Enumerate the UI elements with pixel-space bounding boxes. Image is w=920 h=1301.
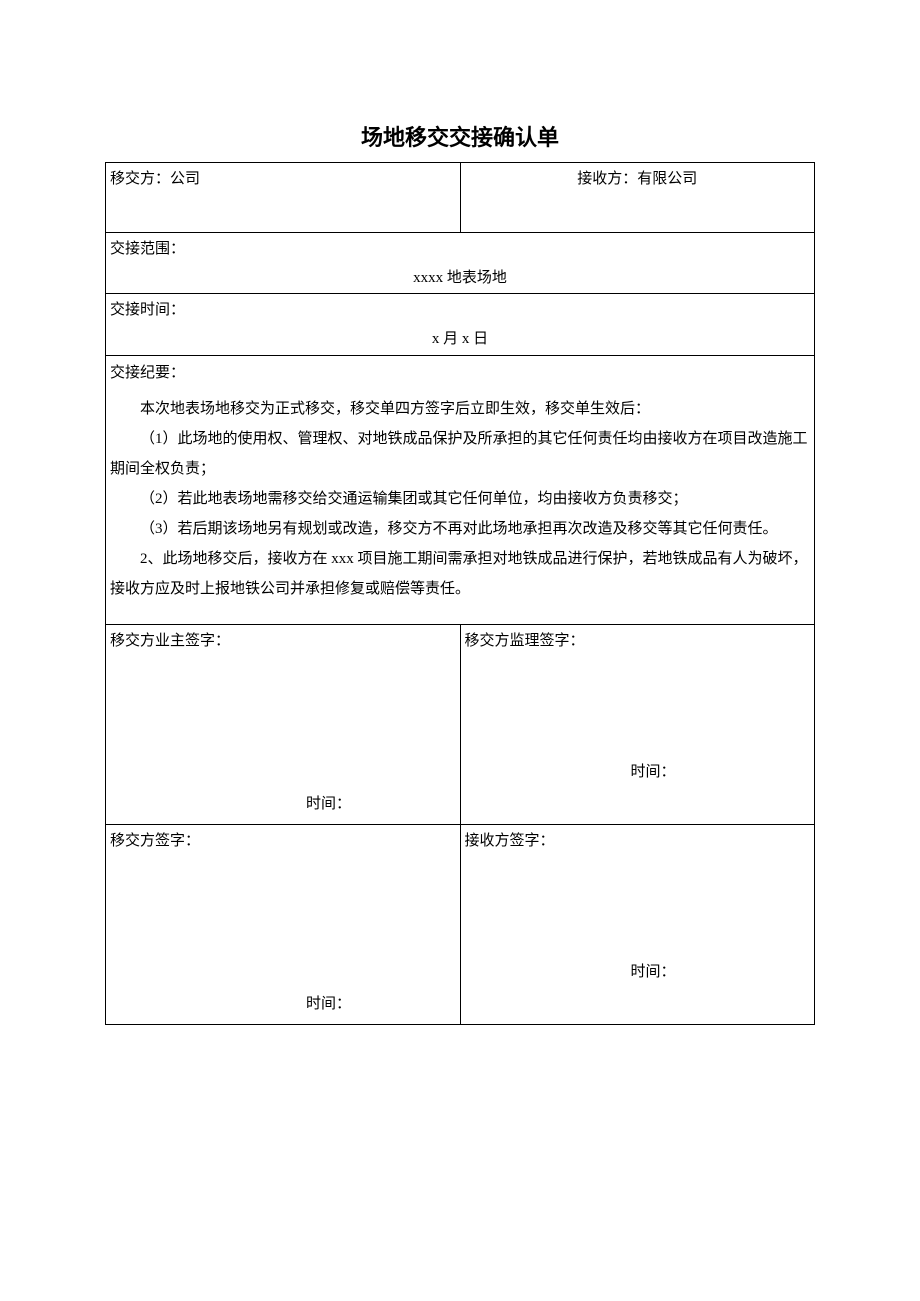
transferor-party-text: 移交方：公司: [110, 171, 200, 187]
time-cell: 交接时间： x 月 x 日: [106, 294, 815, 356]
minutes-p2: （1）此场地的使用权、管理权、对地铁成品保护及所承担的其它任何责任均由接收方在项…: [110, 424, 810, 484]
minutes-p1: 本次地表场地移交为正式移交，移交单四方签字后立即生效，移交单生效后：: [110, 394, 810, 424]
signature-receiver-time: 时间：: [631, 958, 676, 987]
signature-owner-time: 时间：: [306, 790, 351, 819]
receiver-party-cell: 接收方：有限公司: [460, 163, 815, 233]
signature-receiver-cell: 接收方签字： 时间：: [460, 825, 815, 1025]
time-value: x 月 x 日: [110, 325, 810, 354]
signature-receiver-label: 接收方签字：: [465, 827, 811, 856]
minutes-label: 交接纪要：: [110, 358, 810, 388]
signature-supervisor-cell: 移交方监理签字： 时间：: [460, 625, 815, 825]
scope-label: 交接范围：: [110, 235, 810, 264]
signature-supervisor-label: 移交方监理签字：: [465, 627, 811, 656]
scope-cell: 交接范围： xxxx 地表场地: [106, 233, 815, 294]
time-label: 交接时间：: [110, 296, 810, 325]
receiver-party-text: 接收方：有限公司: [577, 171, 697, 187]
signature-transferor-label: 移交方签字：: [110, 827, 456, 856]
minutes-body: 本次地表场地移交为正式移交，移交单四方签字后立即生效，移交单生效后： （1）此场…: [110, 388, 810, 604]
handover-table: 移交方：公司 接收方：有限公司 交接范围： xxxx 地表场地 交接时间： x …: [105, 162, 815, 1025]
minutes-cell: 交接纪要： 本次地表场地移交为正式移交，移交单四方签字后立即生效，移交单生效后：…: [106, 356, 815, 625]
signature-owner-cell: 移交方业主签字： 时间：: [106, 625, 461, 825]
scope-value: xxxx 地表场地: [110, 264, 810, 293]
minutes-p5: 2、此场地移交后，接收方在 xxx 项目施工期间需承担对地铁成品进行保护，若地铁…: [110, 544, 810, 604]
signature-transferor-cell: 移交方签字： 时间：: [106, 825, 461, 1025]
signature-transferor-time: 时间：: [306, 990, 351, 1019]
signature-owner-label: 移交方业主签字：: [110, 627, 456, 656]
signature-supervisor-time: 时间：: [631, 758, 676, 787]
document-title: 场地移交交接确认单: [105, 120, 815, 152]
transferor-party-cell: 移交方：公司: [106, 163, 461, 233]
minutes-p3: （2）若此地表场地需移交给交通运输集团或其它任何单位，均由接收方负责移交；: [110, 484, 810, 514]
minutes-p4: （3）若后期该场地另有规划或改造，移交方不再对此场地承担再次改造及移交等其它任何…: [110, 514, 810, 544]
